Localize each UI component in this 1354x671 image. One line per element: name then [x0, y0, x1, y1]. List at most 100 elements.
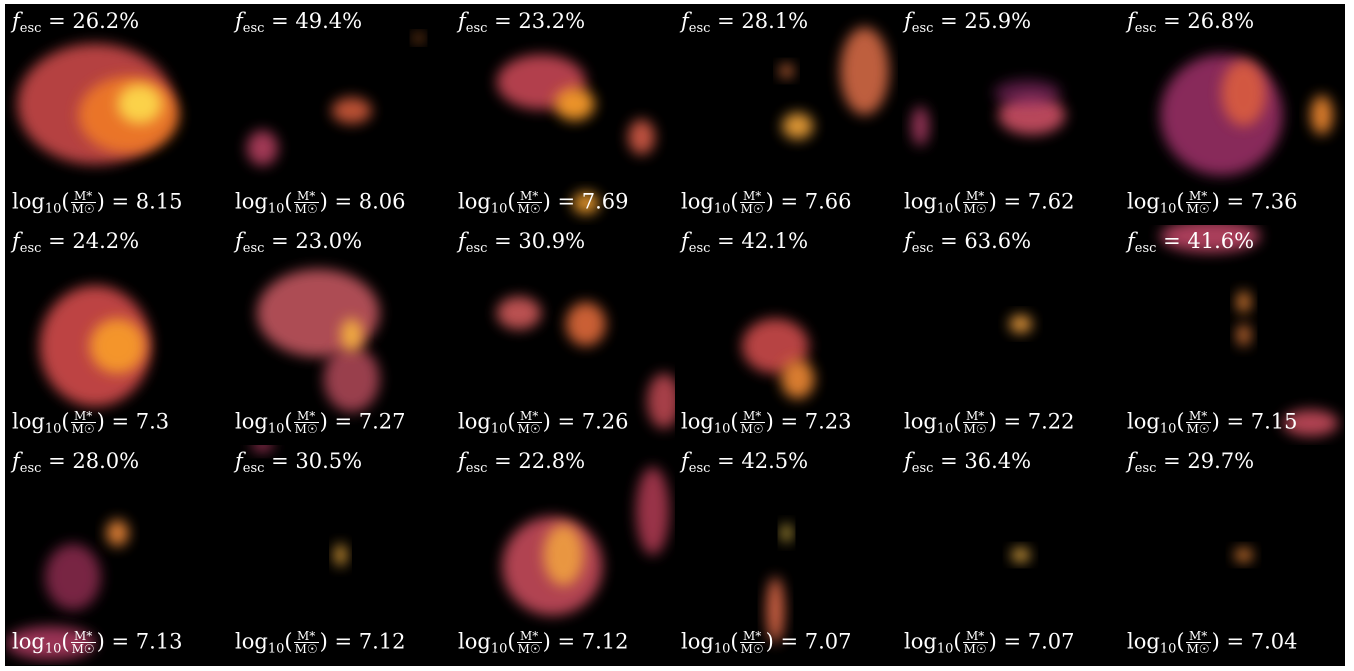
fesc-symbol: f [235, 9, 243, 33]
emission-blob [782, 524, 791, 542]
mass-denominator: M☉ [740, 202, 764, 217]
equals-sign: = [773, 629, 805, 654]
galaxy-density-image [256, 269, 380, 412]
galaxy-density-image [1011, 548, 1030, 562]
fesc-value: 23.2% [518, 9, 586, 33]
log-subscript: 10 [267, 641, 285, 657]
emission-blob [1160, 225, 1261, 253]
fesc-symbol: f [904, 229, 912, 253]
simulation-panel: fesc = 28.1% log10(M* M☉) = 7.66 [675, 5, 898, 225]
emission-blob [1160, 54, 1283, 176]
mass-ratio: M* M☉ [293, 190, 319, 216]
stellar-mass-label: log10(M* M☉) = 7.13 [12, 628, 183, 657]
emission-blob [1234, 548, 1253, 562]
log-prefix: log [681, 409, 714, 434]
galaxy-density-image [1160, 54, 1333, 176]
fesc-value: 28.0% [72, 449, 140, 473]
stellar-mass-value: 7.04 [1250, 629, 1298, 654]
mass-denominator: M☉ [740, 642, 764, 657]
galaxy-density-image [496, 296, 675, 429]
stellar-mass-label: log10(M* M☉) = 7.22 [904, 408, 1075, 437]
simulation-panel: fesc = 49.4% log10(M* M☉) = 8.06 [229, 5, 452, 225]
mass-numerator: M* [1185, 410, 1211, 424]
stellar-mass-value: 7.12 [581, 629, 629, 654]
fesc-value: 49.4% [295, 9, 363, 33]
escape-fraction-label: fesc = 36.4% [904, 449, 1032, 476]
fesc-subscript: esc [1134, 241, 1157, 256]
equals-sign: = [773, 189, 805, 214]
equals-sign: = [550, 629, 582, 654]
simulation-panel: fesc = 36.4% log10(M* M☉) = 7.07 [898, 445, 1121, 665]
fesc-value: 26.2% [72, 9, 140, 33]
log-prefix: log [904, 629, 937, 654]
equals-sign: = [41, 229, 73, 253]
emission-blob [565, 302, 606, 346]
emission-blob [1282, 409, 1339, 437]
mass-denominator: M☉ [71, 422, 95, 437]
fesc-symbol: f [681, 449, 689, 473]
fesc-subscript: esc [688, 241, 711, 256]
fesc-value: 23.0% [295, 229, 363, 253]
equals-sign: = [264, 229, 296, 253]
mass-denominator: M☉ [71, 642, 95, 657]
escape-fraction-label: fesc = 28.1% [681, 11, 808, 36]
log-subscript: 10 [713, 421, 731, 437]
fesc-value: 36.4% [964, 449, 1032, 473]
emission-blob [1310, 95, 1333, 135]
fesc-subscript: esc [911, 21, 934, 36]
equals-sign: = [933, 449, 965, 473]
escape-fraction-label: fesc = 41.6% [1127, 231, 1254, 256]
emission-blob [766, 577, 785, 643]
fesc-symbol: f [904, 9, 912, 33]
stellar-mass-label: log10(M* M☉) = 7.36 [1127, 188, 1298, 217]
stellar-mass-label: log10(M* M☉) = 7.62 [904, 188, 1075, 217]
emission-blob [6, 626, 96, 660]
stellar-mass-label: log10(M* M☉) = 8.15 [12, 188, 183, 217]
log-subscript: 10 [44, 641, 62, 657]
emission-blob [89, 318, 146, 374]
stellar-mass-label: log10(M* M☉) = 7.04 [1127, 628, 1298, 657]
mass-ratio: M* M☉ [516, 190, 542, 217]
emission-blob [414, 33, 424, 43]
log-subscript: 10 [1159, 421, 1177, 437]
equals-sign: = [1219, 409, 1251, 434]
log-subscript: 10 [936, 421, 954, 437]
log-subscript: 10 [713, 641, 731, 657]
mass-ratio: M* M☉ [962, 410, 988, 437]
emission-blob [911, 106, 930, 146]
stellar-mass-label: log10(M* M☉) = 7.07 [904, 628, 1075, 657]
stellar-mass-value: 7.36 [1250, 189, 1298, 214]
log-prefix: log [458, 189, 491, 214]
log-subscript: 10 [490, 641, 508, 657]
mass-numerator: M* [739, 190, 765, 204]
mass-numerator: M* [293, 630, 319, 644]
mass-numerator: M* [70, 190, 96, 204]
log-subscript: 10 [267, 201, 285, 217]
fesc-symbol: f [12, 229, 20, 253]
escape-fraction-label: fesc = 26.2% [12, 9, 140, 36]
galaxy-density-image [741, 318, 815, 399]
equals-sign: = [264, 449, 296, 473]
galaxy-density-image [1160, 225, 1339, 437]
log-subscript: 10 [44, 421, 62, 437]
mass-numerator: M* [962, 190, 988, 204]
fesc-value: 24.2% [72, 229, 140, 253]
mass-numerator: M* [739, 410, 765, 424]
equals-sign: = [1156, 9, 1188, 33]
equals-sign: = [264, 9, 296, 33]
stellar-mass-label: log10(M* M☉) = 7.26 [458, 408, 629, 437]
equals-sign: = [487, 449, 519, 473]
fesc-subscript: esc [19, 21, 42, 36]
fesc-subscript: esc [465, 241, 488, 256]
galaxy-density-image [911, 79, 1066, 146]
mass-denominator: M☉ [517, 202, 541, 217]
log-subscript: 10 [936, 641, 954, 657]
stellar-mass-value: 7.27 [358, 409, 406, 434]
stellar-mass-value: 7.69 [581, 189, 629, 214]
fesc-subscript: esc [1134, 461, 1157, 476]
mass-denominator: M☉ [963, 422, 987, 437]
emission-blob [251, 445, 274, 452]
log-prefix: log [12, 409, 45, 434]
escape-fraction-label: fesc = 30.5% [235, 449, 362, 476]
fesc-subscript: esc [688, 461, 711, 476]
